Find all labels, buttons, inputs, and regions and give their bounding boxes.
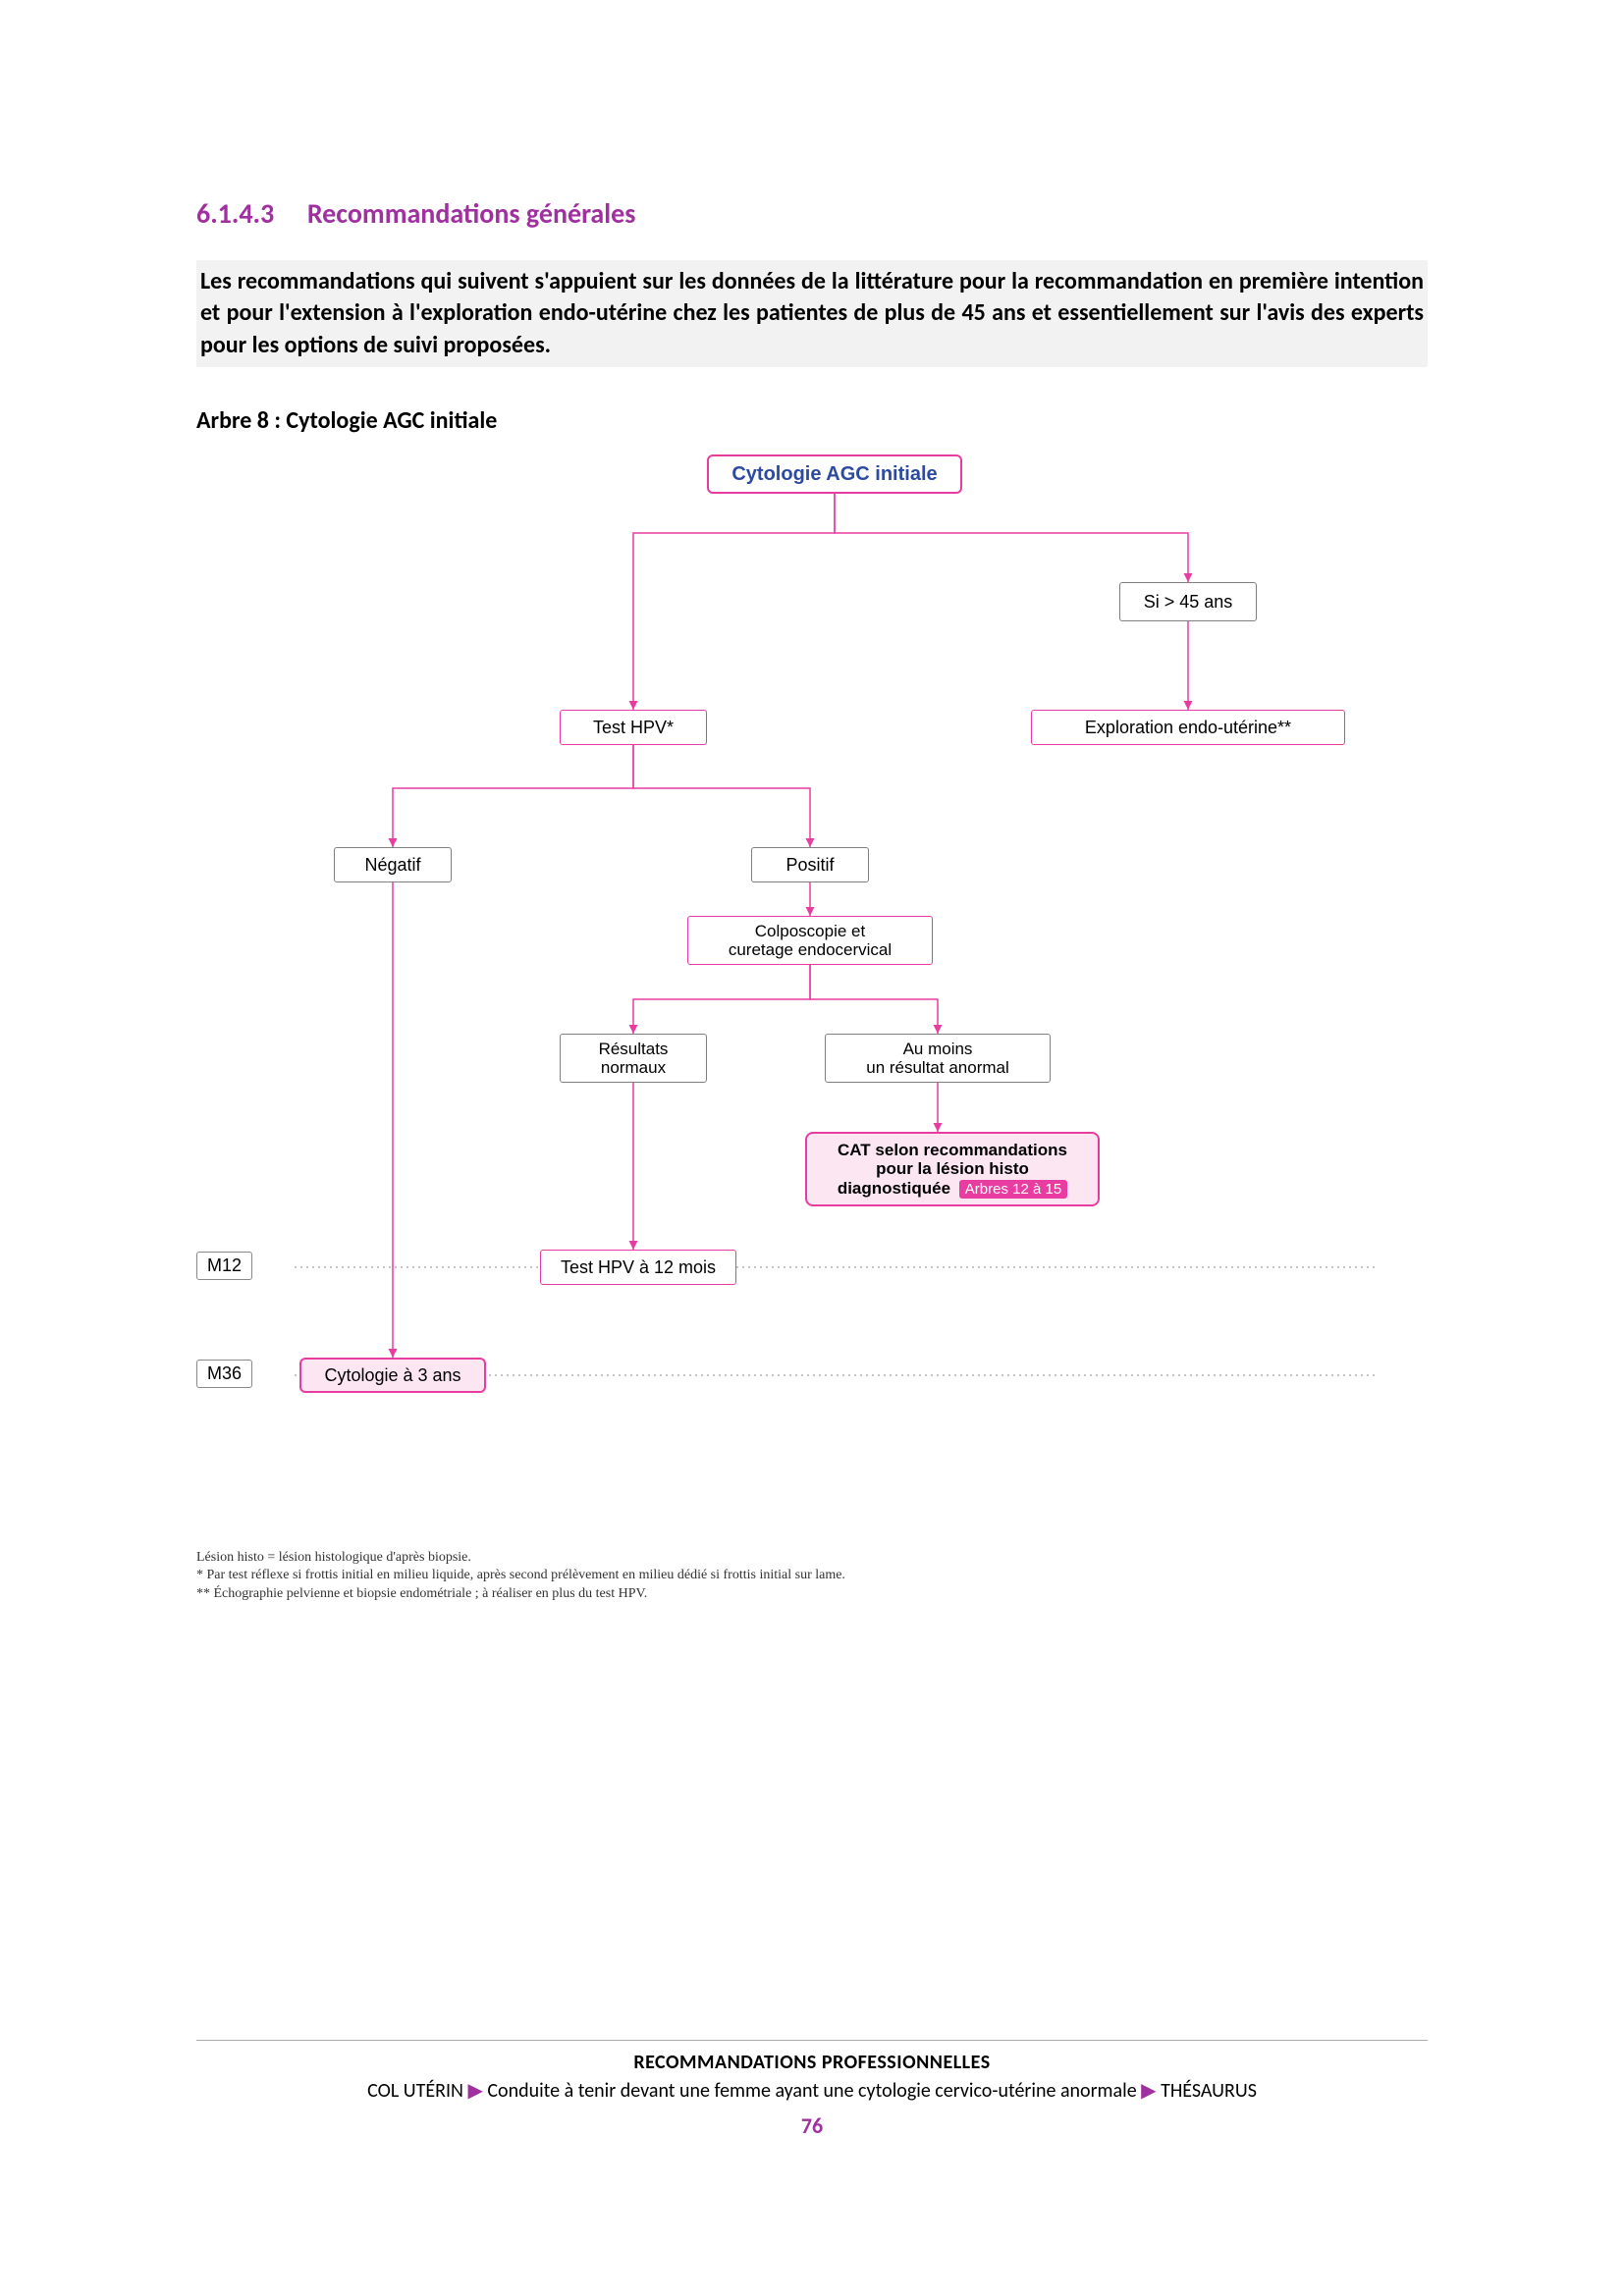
- time-label-m36: M36: [196, 1360, 252, 1388]
- flowchart-container: Cytologie AGC initiale Si > 45 ans Test HP…: [196, 454, 1428, 1515]
- footer-part-a: COL UTÉRIN: [367, 2079, 467, 2103]
- intro-paragraph: Les recommandations qui suivent s'appuie…: [196, 260, 1428, 367]
- footer-line-2: COL UTÉRIN ▶ Conduite à tenir devant une…: [0, 2078, 1624, 2103]
- footer-part-b: Conduite à tenir devant une femme ayant …: [487, 2079, 1141, 2103]
- flow-node-cat: CAT selon recommandationspour la lésion …: [805, 1132, 1100, 1206]
- page-number: 76: [0, 2112, 1624, 2139]
- flow-node-hpv: Test HPV*: [560, 710, 707, 745]
- page-footer: RECOMMANDATIONS PROFESSIONNELLES COL UTÉ…: [0, 2040, 1624, 2139]
- footer-triangle-icon: ▶: [1141, 2079, 1156, 2103]
- section-heading: 6.1.4.3 Recommandations générales: [196, 196, 1428, 231]
- section-title: Recommandations générales: [307, 196, 636, 231]
- flow-node-resanom: Au moins un résultat anormal: [825, 1034, 1051, 1083]
- flow-node-badge: Arbres 12 à 15: [959, 1180, 1067, 1199]
- flow-node-resnorm: Résultats normaux: [560, 1034, 707, 1083]
- footer-rule: [196, 2040, 1428, 2041]
- section-number: 6.1.4.3: [196, 196, 274, 231]
- footer-triangle-icon: ▶: [467, 2079, 482, 2103]
- flow-node-cyto3: Cytologie à 3 ans: [299, 1358, 486, 1393]
- legend-block: Lésion histo = lésion histologique d'apr…: [196, 1549, 1428, 1603]
- flow-node-root: Cytologie AGC initiale: [707, 454, 962, 494]
- tree-title: Arbre 8 : Cytologie AGC initiale: [196, 406, 1428, 435]
- flow-node-pos: Positif: [751, 847, 869, 882]
- flow-node-colpo: Colposcopie et curetage endocervical: [687, 916, 933, 965]
- footer-part-c: THÉSAURUS: [1161, 2079, 1257, 2103]
- footer-line-1: RECOMMANDATIONS PROFESSIONNELLES: [0, 2051, 1624, 2074]
- flow-node-age: Si > 45 ans: [1119, 582, 1257, 621]
- flow-node-neg: Négatif: [334, 847, 452, 882]
- legend-line-2: * Par test réflexe si frottis initial en…: [196, 1567, 1428, 1584]
- legend-line-1: Lésion histo = lésion histologique d'apr…: [196, 1549, 1428, 1567]
- time-label-m12: M12: [196, 1252, 252, 1280]
- legend-line-3: ** Échographie pelvienne et biopsie endo…: [196, 1585, 1428, 1603]
- flow-node-hpv12: Test HPV à 12 mois: [540, 1250, 736, 1285]
- flow-node-explo: Exploration endo-utérine**: [1031, 710, 1345, 745]
